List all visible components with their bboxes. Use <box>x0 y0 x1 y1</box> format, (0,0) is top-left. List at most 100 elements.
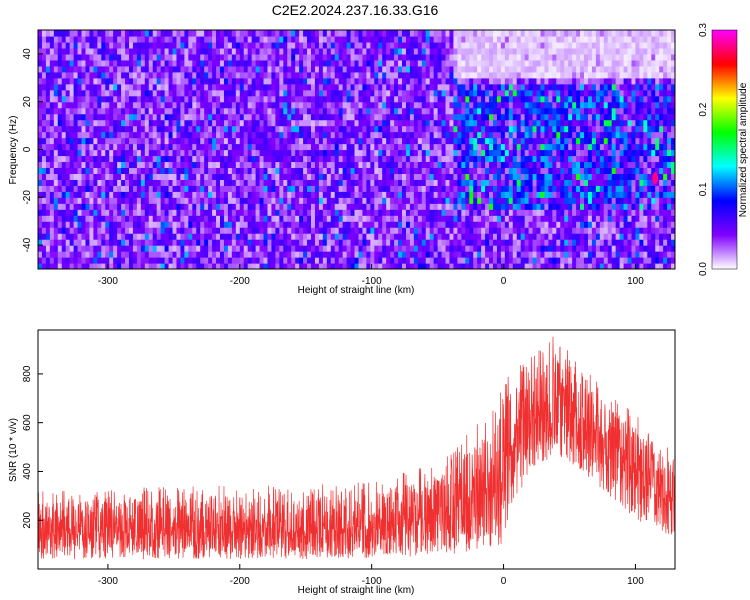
heatmap-cell <box>117 59 122 67</box>
heatmap-cell <box>45 143 51 151</box>
heatmap-cell <box>81 191 87 198</box>
heatmap-cell <box>208 143 213 151</box>
heatmap-cell <box>291 89 296 97</box>
heatmap-cell <box>172 173 178 180</box>
heatmap-cell <box>235 59 241 67</box>
heatmap-cell <box>473 245 478 252</box>
heatmap-cell <box>409 245 415 252</box>
heatmap-cell <box>255 119 261 127</box>
heatmap-cell <box>330 30 336 37</box>
heatmap-cell <box>314 191 320 198</box>
heatmap-cell <box>485 179 490 186</box>
heatmap-cell <box>283 197 288 204</box>
heatmap-cell <box>283 89 288 97</box>
heatmap-cell <box>89 161 94 169</box>
heatmap-cell <box>433 245 439 252</box>
heatmap-cell <box>477 107 482 115</box>
heatmap-cell <box>496 131 502 139</box>
heatmap-cell <box>449 179 455 186</box>
heatmap-cell <box>255 173 261 180</box>
heatmap-cell <box>247 149 253 157</box>
heatmap-cell <box>172 251 178 258</box>
heatmap-cell <box>97 53 102 61</box>
heatmap-cell <box>405 161 411 169</box>
heatmap-cell <box>425 185 431 192</box>
heatmap-cell <box>85 30 91 37</box>
heatmap-cell <box>390 161 395 169</box>
heatmap-cell <box>89 185 94 192</box>
heatmap-cell <box>57 221 63 228</box>
heatmap-cell <box>287 203 292 210</box>
heatmap-cell <box>85 263 91 269</box>
heatmap-cell <box>267 113 273 121</box>
heatmap-cell <box>303 179 308 186</box>
heatmap-cell <box>322 113 328 121</box>
heatmap-cell <box>93 137 98 145</box>
heatmap-cell <box>223 185 229 192</box>
heatmap-cell <box>132 30 138 37</box>
heatmap-cell <box>394 245 399 252</box>
heatmap-cell <box>441 83 447 91</box>
heatmap-cell <box>176 149 182 157</box>
heatmap-cell <box>105 113 110 121</box>
heatmap-cell <box>275 161 280 169</box>
heatmap-cell <box>287 125 292 133</box>
heatmap-cell <box>231 53 237 61</box>
heatmap-cell <box>508 227 514 234</box>
heatmap-cell <box>121 203 126 210</box>
heatmap-cell <box>176 113 182 121</box>
heatmap-cell <box>132 35 138 43</box>
heatmap-cell <box>338 113 344 121</box>
heatmap-cell <box>105 215 110 222</box>
heatmap-cell <box>326 131 332 139</box>
heatmap-cell <box>477 101 482 109</box>
heatmap-cell <box>303 263 308 269</box>
heatmap-cell <box>299 41 304 49</box>
heatmap-cell <box>409 203 415 210</box>
heatmap-cell <box>394 113 399 121</box>
heatmap-cell <box>117 239 122 246</box>
heatmap-cell <box>382 53 387 61</box>
heatmap-cell <box>148 89 154 97</box>
heatmap-cell <box>326 227 332 234</box>
heatmap-cell <box>200 41 205 49</box>
heatmap-cell <box>188 53 193 61</box>
heatmap-cell <box>318 131 324 139</box>
heatmap-cell <box>156 71 162 79</box>
heatmap-cell <box>45 155 51 163</box>
heatmap-cell <box>449 143 455 151</box>
heatmap-cell <box>247 119 253 127</box>
heatmap-cell <box>508 77 514 85</box>
heatmap-cell <box>212 191 217 198</box>
heatmap-cell <box>437 65 443 73</box>
heatmap-cell <box>398 47 403 55</box>
heatmap-cell <box>291 95 296 103</box>
heatmap-cell <box>287 143 292 151</box>
heatmap-cell <box>73 185 79 192</box>
heatmap-cell <box>500 191 506 198</box>
heatmap-cell <box>45 125 51 133</box>
heatmap-cell <box>267 125 273 133</box>
heatmap-cell <box>346 125 352 133</box>
heatmap-cell <box>378 245 383 252</box>
heatmap-cell <box>247 239 253 246</box>
heatmap-cell <box>378 101 383 109</box>
heatmap-cell <box>61 191 67 198</box>
heatmap-cell <box>413 119 419 127</box>
heatmap-cell <box>184 239 189 246</box>
heatmap-cell <box>231 203 237 210</box>
heatmap-cell <box>164 35 170 43</box>
heatmap-cell <box>500 257 506 264</box>
heatmap-cell <box>93 263 98 269</box>
heatmap-cell <box>152 35 158 43</box>
heatmap-cell <box>152 59 158 67</box>
heatmap-cell <box>477 155 482 163</box>
heatmap-cell <box>358 41 364 49</box>
heatmap-cell <box>437 113 443 121</box>
heatmap-cell <box>200 245 205 252</box>
heatmap-cell <box>57 191 63 198</box>
heatmap-cell <box>69 173 75 180</box>
heatmap-cell <box>49 125 55 133</box>
heatmap-cell <box>168 83 174 91</box>
heatmap-cell <box>485 137 490 145</box>
